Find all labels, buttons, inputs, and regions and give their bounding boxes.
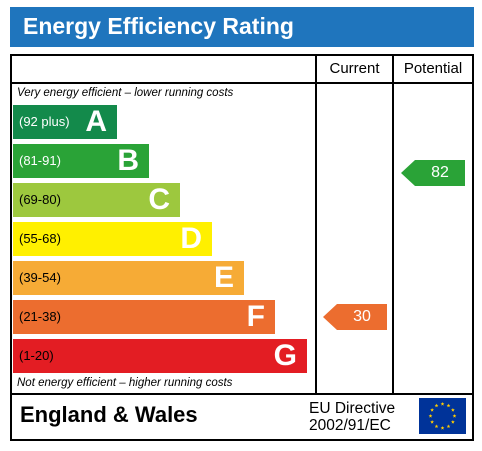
band-b-range: (81-91) bbox=[19, 153, 61, 168]
header-divider bbox=[12, 82, 472, 84]
band-g-letter: G bbox=[273, 339, 297, 372]
current-arrow-body: 30 bbox=[337, 304, 387, 330]
band-a-letter: A bbox=[85, 105, 107, 138]
current-column-header: Current bbox=[329, 60, 380, 77]
column-divider-current bbox=[315, 56, 317, 393]
eu-directive: EU Directive 2002/91/EC bbox=[309, 400, 395, 434]
band-c: (69-80) C bbox=[13, 183, 180, 217]
footer-divider bbox=[12, 393, 472, 395]
eu-flag-icon bbox=[419, 398, 466, 434]
eu-star bbox=[428, 414, 433, 418]
band-b-letter: B bbox=[117, 144, 139, 177]
band-g-range: (1-20) bbox=[19, 348, 54, 363]
eu-star bbox=[446, 403, 451, 408]
potential-arrow-body: 82 bbox=[415, 160, 465, 186]
current-arrow-tip bbox=[323, 304, 337, 330]
current-rating-value: 30 bbox=[353, 308, 371, 325]
band-a-range: (92 plus) bbox=[19, 114, 70, 129]
page-title: Energy Efficiency Rating bbox=[23, 13, 294, 39]
bottom-note: Not energy efficient – higher running co… bbox=[17, 377, 233, 389]
current-rating-arrow: 30 bbox=[323, 304, 387, 330]
band-e: (39-54) E bbox=[13, 261, 244, 295]
eu-star bbox=[434, 403, 439, 408]
potential-arrow-tip bbox=[401, 160, 415, 186]
column-divider-potential bbox=[392, 56, 394, 393]
band-e-letter: E bbox=[213, 261, 234, 294]
eu-star bbox=[440, 402, 445, 406]
directive-line-2: 2002/91/EC bbox=[309, 417, 391, 434]
eu-star bbox=[434, 424, 439, 429]
potential-rating-value: 82 bbox=[431, 164, 449, 181]
potential-rating-arrow: 82 bbox=[401, 160, 465, 186]
band-g: (1-20) G bbox=[13, 339, 307, 373]
band-f-letter: F bbox=[246, 300, 265, 333]
band-b: (81-91) B bbox=[13, 144, 149, 178]
top-note: Very energy efficient – lower running co… bbox=[17, 87, 234, 99]
eu-star bbox=[452, 414, 457, 418]
band-c-letter: C bbox=[148, 183, 170, 216]
band-f: (21-38) F bbox=[13, 300, 275, 334]
band-d-range: (55-68) bbox=[19, 231, 61, 246]
rating-table: Current Potential Very energy efficient … bbox=[10, 54, 474, 441]
eu-star bbox=[450, 420, 455, 424]
country-label: England & Wales bbox=[20, 402, 198, 427]
directive-line-1: EU Directive bbox=[309, 400, 396, 417]
potential-column-header: Potential bbox=[403, 60, 463, 77]
eu-star bbox=[430, 408, 435, 412]
eu-star bbox=[430, 420, 435, 424]
band-c-range: (69-80) bbox=[19, 192, 61, 207]
eu-star bbox=[446, 424, 451, 429]
band-d: (55-68) D bbox=[13, 222, 212, 256]
eu-stars bbox=[428, 402, 457, 430]
band-d-letter: D bbox=[180, 222, 202, 255]
eu-star bbox=[440, 426, 445, 430]
band-e-range: (39-54) bbox=[19, 270, 61, 285]
title-bar: Energy Efficiency Rating bbox=[10, 7, 474, 47]
eu-star bbox=[450, 408, 455, 412]
band-f-range: (21-38) bbox=[19, 309, 61, 324]
band-a: (92 plus) A bbox=[13, 105, 117, 139]
